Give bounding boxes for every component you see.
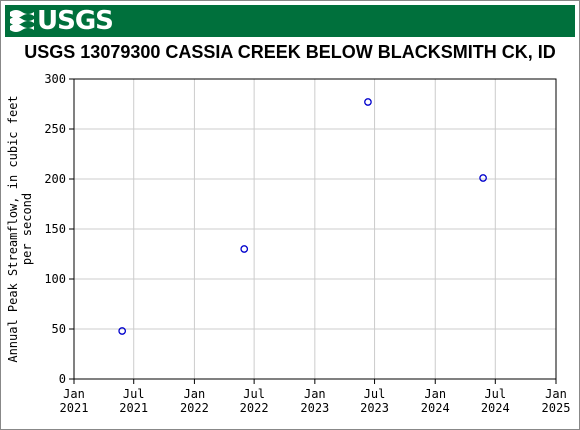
y-tick-label: 200 [44, 172, 66, 186]
y-tick-label: 100 [44, 272, 66, 286]
chart-title: USGS 13079300 CASSIA CREEK BELOW BLACKSM… [24, 42, 556, 62]
x-tick-label-year: 2024 [481, 401, 510, 415]
data-point [364, 98, 372, 106]
x-tick-label-month: Jul [364, 387, 386, 401]
x-tick-label-month: Jul [484, 387, 506, 401]
x-tick-label-month: Jan [184, 387, 206, 401]
x-tick-label-year: 2023 [360, 401, 389, 415]
data-point [118, 327, 127, 335]
x-tick-label-year: 2021 [119, 401, 148, 415]
usgs-wave-icon [10, 10, 34, 32]
y-tick-label: 250 [44, 122, 66, 136]
data-point [240, 245, 249, 253]
x-tick-label-year: 2022 [180, 401, 209, 415]
x-tick-label-year: 2023 [300, 401, 329, 415]
x-tick-label-year: 2022 [240, 401, 269, 415]
usgs-logo[interactable]: USGS [9, 6, 114, 36]
y-tick-label: 300 [44, 72, 66, 86]
y-tick-label: 50 [52, 322, 66, 336]
usgs-logo-text: USGS [37, 6, 114, 36]
x-tick-label-year: 2024 [421, 401, 450, 415]
x-tick-label-month: Jan [304, 387, 326, 401]
x-tick-label-month: Jul [243, 387, 265, 401]
x-tick-label-month: Jan [545, 387, 567, 401]
x-tick-label-month: Jan [424, 387, 446, 401]
y-axis-label-line: per second [20, 193, 34, 265]
x-tick-label-month: Jan [63, 387, 85, 401]
y-tick-label: 0 [59, 372, 66, 386]
y-tick-label: 150 [44, 222, 66, 236]
y-axis-label-line: Annual Peak Streamflow, in cubic feet [6, 95, 20, 362]
x-tick-label-month: Jul [123, 387, 145, 401]
x-tick-label-year: 2025 [542, 401, 571, 415]
usgs-header-banner: USGS [5, 5, 575, 37]
x-tick-label-year: 2021 [60, 401, 89, 415]
data-point [479, 174, 487, 182]
